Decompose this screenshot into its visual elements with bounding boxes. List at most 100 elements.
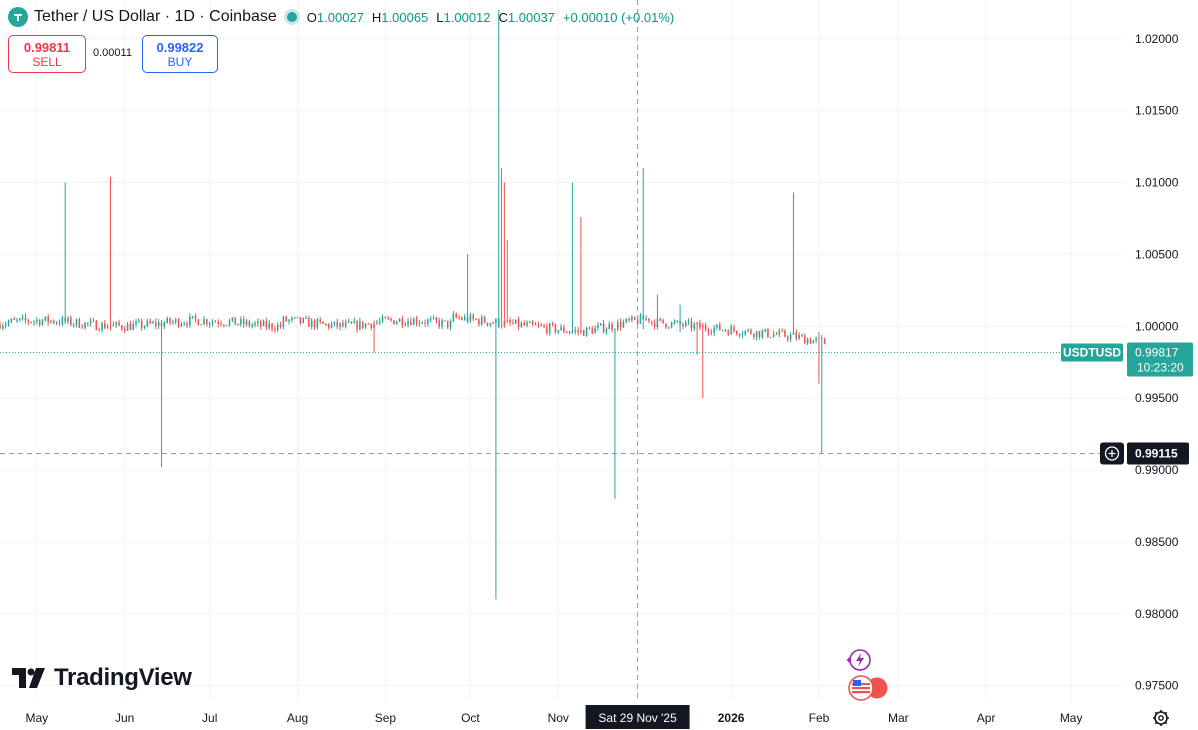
price-tick-label: 1.00500 [1135, 247, 1179, 261]
ohlc-value: 1.00027 [316, 9, 364, 25]
candle-body [795, 332, 798, 339]
candle-body [132, 323, 134, 330]
candle-body [563, 326, 565, 333]
crosshair-date-label: Sat 29 Nov '25 [598, 711, 677, 725]
candle-body [220, 323, 222, 325]
price-tick-label: 1.01000 [1135, 176, 1179, 190]
candle-body [639, 314, 642, 324]
candle-body [225, 325, 228, 327]
candle-body [285, 316, 287, 322]
candle-body [381, 317, 384, 321]
candle-body [214, 321, 217, 323]
candle-body [792, 332, 795, 335]
candle-body [36, 319, 38, 322]
candle-body [503, 320, 506, 327]
candle-body [427, 319, 429, 324]
candle-body [665, 323, 667, 328]
candle-body [305, 317, 307, 319]
market-status-icon[interactable] [286, 12, 297, 22]
candle-body [622, 322, 625, 328]
candle-body [599, 323, 602, 326]
candle-body [53, 320, 55, 324]
candle-body [619, 321, 622, 328]
candle-body [398, 318, 401, 322]
candle-body [662, 319, 664, 324]
candle-body [676, 320, 679, 323]
candle-body [588, 327, 591, 329]
candle-body [730, 326, 732, 335]
candle-body [288, 319, 290, 322]
candle-body [299, 317, 302, 323]
candle-body [322, 321, 324, 324]
candle-body [770, 337, 772, 339]
candle-body [44, 316, 47, 321]
candle-body [758, 331, 761, 338]
ohlc-values: O1.00027 H1.00065 L1.00012 C1.00037 +0.00010… [307, 10, 674, 25]
ohlc-key: O [306, 9, 317, 25]
ohlc-item: O1.00027 [307, 10, 364, 25]
candle-body [316, 319, 319, 328]
candle-body [585, 327, 588, 336]
candle-body [540, 325, 543, 327]
candle-body [121, 325, 123, 330]
candle-body [696, 322, 698, 325]
candle-body [376, 322, 378, 324]
candle-body [531, 321, 534, 325]
candle-body [234, 317, 236, 325]
candle-body [274, 329, 276, 331]
candle-body [404, 324, 407, 326]
candle-body [574, 330, 577, 332]
tradingview-logo[interactable]: TradingView [12, 664, 192, 692]
candle-body [248, 321, 251, 326]
candle-body [735, 330, 738, 335]
event-economic[interactable] [848, 675, 890, 706]
candle-body [721, 330, 724, 332]
candle-body [186, 323, 188, 326]
ohlc-key: C [498, 9, 508, 25]
candle-body [497, 318, 500, 327]
candle-body [325, 323, 327, 325]
candle-body [418, 323, 421, 325]
candle-body [614, 329, 616, 331]
tradingview-wordmark: TradingView [54, 664, 192, 691]
candle-body [333, 321, 336, 325]
settings-gear-icon[interactable] [1152, 709, 1170, 727]
candle-body [279, 324, 282, 327]
price-tick-label: 0.98000 [1135, 607, 1179, 621]
candle-body [336, 321, 338, 327]
candle-body [2, 325, 4, 329]
candle-body [591, 328, 594, 334]
candle-body [463, 316, 466, 320]
candle-body [189, 316, 191, 326]
candle-body [642, 314, 645, 320]
candle-body [767, 329, 769, 338]
candle-body [577, 330, 579, 333]
symbol-title[interactable]: Tether / US Dollar · 1D · Coinbase [34, 8, 277, 25]
candle-body [772, 334, 775, 338]
candle-body [755, 331, 758, 338]
candle-body [421, 322, 424, 324]
time-tick-label: May [26, 711, 49, 725]
candle-body [70, 317, 72, 325]
candle-body [157, 322, 160, 326]
candle-body [616, 321, 619, 330]
candle-body [673, 322, 676, 324]
candle-body [240, 319, 242, 324]
price-tick-label: 0.97500 [1135, 679, 1179, 693]
candle-body [441, 320, 443, 327]
candle-body [169, 318, 171, 323]
candle-body [449, 321, 452, 328]
time-tick-label: May [1060, 711, 1083, 725]
symbol-tag: USDTUSD [1063, 346, 1121, 360]
sell-button[interactable]: 0.99811 SELL [8, 35, 86, 73]
buy-price: 0.99822 [156, 39, 204, 55]
event-flash[interactable] [846, 648, 872, 677]
candle-body [140, 320, 143, 328]
buy-button[interactable]: 0.99822 BUY [142, 35, 218, 73]
candle-body [64, 317, 66, 322]
current-price-bg [1127, 342, 1193, 377]
ohlc-item: C1.00037 [499, 10, 555, 25]
price-tick-label: 0.99000 [1135, 463, 1179, 477]
candle-body [38, 319, 41, 325]
